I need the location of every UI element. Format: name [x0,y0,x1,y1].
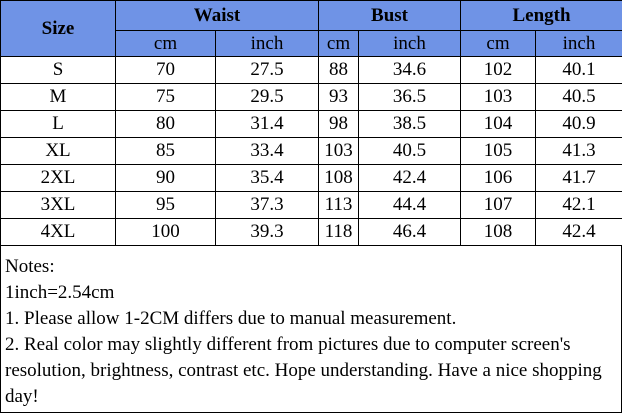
value-cell: 41.3 [535,137,622,165]
header-row: Size Waist Bust Length [0,0,622,57]
value-cell: 104 [460,110,537,138]
unit-row: cm inch cm inch cm inch [1,30,622,57]
value-cell: 108 [460,218,537,246]
value-cell: 118 [318,218,360,246]
size-cell: L [0,110,116,138]
value-cell: 98 [318,110,360,138]
size-cell: S [0,56,116,84]
value-cell: 90 [115,164,216,192]
unit-cell: cm [318,30,360,57]
value-cell: 105 [460,137,537,165]
value-cell: 70 [115,56,216,84]
value-cell: 95 [115,191,216,219]
size-cell: XL [0,137,116,165]
unit-cell: cm [460,30,537,57]
value-cell: 100 [115,218,216,246]
value-cell: 41.7 [535,164,622,192]
data-row: 2XL 90 35.4 108 42.4 106 41.7 [0,164,622,192]
value-cell: 33.4 [214,137,320,165]
unit-cell: inch [358,30,462,57]
note-line: 2. Real color may slightly different fro… [5,334,602,407]
group-header: Length [460,0,622,31]
value-cell: 42.4 [535,218,622,246]
value-cell: 46.4 [358,218,462,246]
size-cell: M [0,83,116,111]
unit-cell: inch [535,30,622,57]
data-row: XL 85 33.4 103 40.5 105 41.3 [0,137,622,165]
value-cell: 103 [318,137,360,165]
size-cell: 3XL [0,191,116,219]
data-row: S 70 27.5 88 34.6 102 40.1 [0,56,622,84]
data-row: L 80 31.4 98 38.5 104 40.9 [0,110,622,138]
value-cell: 102 [460,56,537,84]
value-cell: 40.9 [535,110,622,138]
value-cell: 39.3 [214,218,320,246]
value-cell: 107 [460,191,537,219]
value-cell: 36.5 [358,83,462,111]
size-cell: 2XL [0,164,116,192]
value-cell: 31.4 [214,110,320,138]
size-table: Size Waist Bust Length cm inch cm inch cm inch S 70… [0,0,622,246]
value-cell: 88 [318,56,360,84]
value-cell: 42.4 [358,164,462,192]
value-cell: 85 [115,137,216,165]
value-cell: 29.5 [214,83,320,111]
unit-cell: cm [115,30,216,57]
value-cell: 40.1 [535,56,622,84]
value-cell: 108 [318,164,360,192]
data-row: 3XL 95 37.3 113 44.4 107 42.1 [0,191,622,219]
value-cell: 40.5 [358,137,462,165]
note-line: 1. Please allow 1-2CM differs due to man… [5,308,457,329]
value-cell: 93 [318,83,360,111]
value-cell: 27.5 [214,56,320,84]
size-cell: 4XL [0,218,116,246]
note-line: 1inch=2.54cm [5,282,115,303]
data-row: M 75 29.5 93 36.5 103 40.5 [0,83,622,111]
value-cell: 34.6 [358,56,462,84]
group-header: Waist [114,0,320,31]
group-header: Bust [318,0,462,31]
value-cell: 40.5 [535,83,622,111]
note-line: Notes: [5,256,55,277]
value-cell: 80 [115,110,216,138]
value-cell: 75 [115,83,216,111]
notes: Notes: 1inch=2.54cm 1. Please allow 1-2CM … [0,245,622,413]
data-row: 4XL 100 39.3 118 46.4 108 42.4 [0,218,622,246]
unit-cell: inch [214,30,320,57]
value-cell: 35.4 [214,164,320,192]
value-cell: 44.4 [358,191,462,219]
value-cell: 103 [460,83,537,111]
value-cell: 106 [460,164,537,192]
size-header: Size [0,0,116,57]
value-cell: 42.1 [535,191,622,219]
value-cell: 113 [318,191,360,219]
value-cell: 38.5 [358,110,462,138]
value-cell: 37.3 [214,191,320,219]
